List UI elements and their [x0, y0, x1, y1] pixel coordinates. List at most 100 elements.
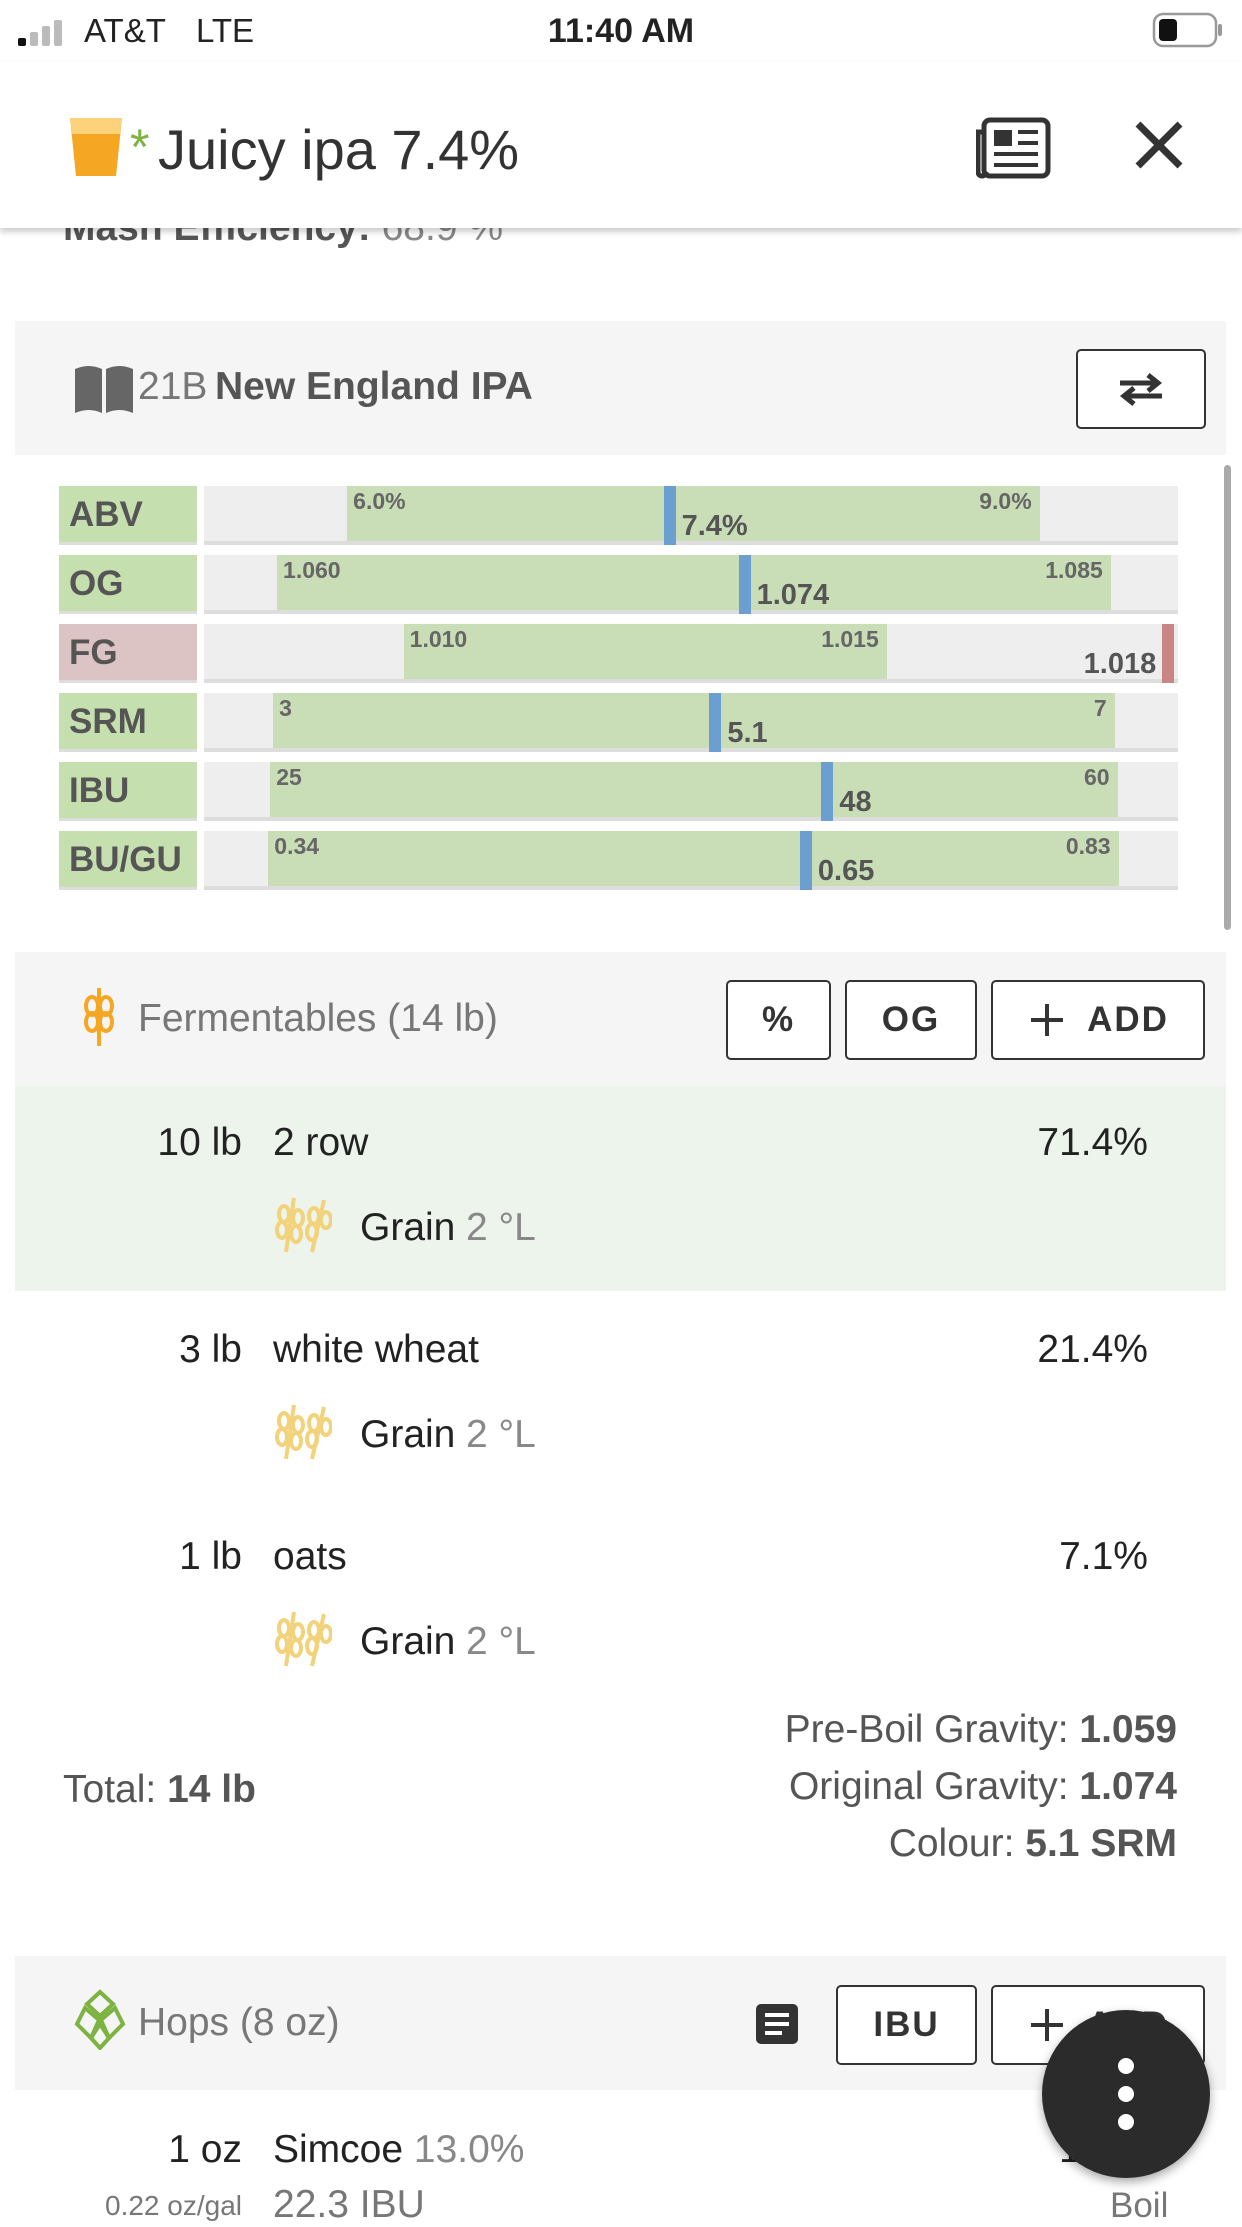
stat-min: 6.0%: [353, 488, 406, 514]
stat-name: FG: [69, 633, 118, 672]
network: LTE: [196, 12, 255, 49]
fermentables-button[interactable]: %: [726, 980, 831, 1060]
stat-marker: [1162, 624, 1175, 683]
hop-icon: [74, 1989, 126, 2050]
plus-icon: [1031, 2009, 1064, 2041]
amount: 1 lb: [179, 1535, 242, 1578]
stat-min: 3: [279, 695, 292, 721]
swap-style-button[interactable]: [1076, 349, 1206, 429]
summary-value: 5.1 SRM: [1025, 1822, 1177, 1865]
hop-notes-button[interactable]: [756, 2004, 798, 2044]
color: 2 °L: [466, 1620, 536, 1663]
stat-range: [268, 831, 1119, 886]
style-code: 21B: [138, 365, 208, 408]
percent: 7.1%: [1059, 1535, 1148, 1578]
stat-range: [347, 486, 1040, 541]
summary-value: 1.074: [1079, 1765, 1177, 1808]
stat-max: 1.085: [1045, 557, 1103, 583]
stat-name: BU/GU: [69, 840, 182, 879]
button-label: IBU: [873, 2005, 940, 2044]
stat-max: 0.83: [1065, 833, 1111, 859]
close-button[interactable]: [1134, 120, 1184, 170]
percent: 71.4%: [1037, 1121, 1148, 1164]
amount: 10 lb: [157, 1121, 242, 1164]
stat-min: 25: [276, 764, 302, 790]
fermentables-button[interactable]: ADD: [991, 980, 1205, 1060]
type: Grain: [360, 1620, 456, 1663]
button-label: OG: [881, 1000, 941, 1039]
style-header: 21B New England IPA: [15, 321, 1226, 455]
fermentables-title: Fermentables (14 lb): [138, 997, 498, 1040]
stat-marker: [738, 555, 751, 614]
stat-max: 1.015: [821, 626, 879, 652]
more-fab[interactable]: [1042, 2010, 1210, 2178]
wheat-icon: [272, 1194, 333, 1254]
color: 2 °L: [466, 1206, 536, 1249]
app-header: * Juicy ipa 7.4%: [0, 62, 1242, 228]
hop-alpha: 13.0%: [413, 2128, 525, 2171]
stat-min: 1.010: [409, 626, 468, 652]
hop-name: Simcoe: [273, 2128, 404, 2171]
summary-label: Colour:: [888, 1822, 1015, 1865]
battery-icon: [1152, 12, 1222, 48]
hop-rate: 0.22 oz/gal: [105, 2190, 242, 2221]
signal-icon: [18, 20, 62, 46]
name: 2 row: [273, 1121, 369, 1164]
total-label: Total:: [63, 1768, 157, 1811]
row-highlight: [15, 1086, 1226, 1291]
stat-label: [59, 762, 197, 821]
stat-range: [273, 693, 1115, 748]
stat-min: 1.060: [283, 557, 341, 583]
stat-value: 5.1: [727, 717, 768, 749]
stat-name: IBU: [69, 771, 130, 810]
name: oats: [273, 1535, 347, 1578]
percent: 21.4%: [1037, 1328, 1148, 1371]
grain-icon: [84, 988, 114, 1046]
modified-mark: *: [130, 119, 150, 175]
stat-range: [270, 762, 1118, 817]
hop-name-line: Simcoe 13.0%: [273, 2128, 524, 2172]
stat-name: SRM: [69, 702, 147, 741]
total-value: 14 lb: [167, 1768, 256, 1811]
hops-button[interactable]: IBU: [836, 1985, 977, 2065]
stat-label: [59, 693, 197, 752]
wheat-icon: [272, 1608, 333, 1668]
hop-ibu: 22.3 IBU: [273, 2183, 425, 2226]
summary-label: Pre-Boil Gravity:: [784, 1708, 1069, 1751]
stat-label: [59, 555, 197, 614]
hop-amount: 1 oz: [168, 2128, 242, 2171]
hops-title: Hops (8 oz): [138, 2001, 340, 2044]
wheat-icon: [272, 1401, 333, 1461]
color: 2 °L: [466, 1413, 536, 1456]
stat-name: OG: [69, 564, 124, 603]
stat-max: 60: [1084, 764, 1110, 790]
stat-min: 0.34: [274, 833, 320, 859]
hop-use: Boil: [1110, 2186, 1169, 2225]
stat-value: 1.018: [1083, 648, 1157, 680]
carrier: AT&T: [84, 12, 166, 49]
stat-value: 1.074: [756, 579, 830, 611]
more-icon: [1118, 2058, 1134, 2130]
book-icon: [75, 366, 133, 413]
recipe-title: Juicy ipa 7.4%: [158, 118, 520, 181]
amount: 3 lb: [179, 1328, 242, 1371]
summary-label: Original Gravity:: [788, 1765, 1069, 1808]
stat-range: [277, 555, 1111, 610]
time: 11:40 AM: [547, 12, 695, 50]
stat-name: ABV: [69, 495, 143, 534]
type: Grain: [360, 1413, 456, 1456]
scrollbar: [1224, 465, 1231, 930]
summary-value: 1.059: [1079, 1708, 1177, 1751]
summary-row: Original Gravity: 1.074: [577, 1765, 1177, 1809]
stat-marker: [821, 762, 834, 821]
button-label: ADD: [1087, 1000, 1169, 1039]
stat-marker: [663, 486, 676, 545]
stat-max: 9.0%: [979, 488, 1032, 514]
stat-label: [59, 624, 197, 683]
beer-icon: [70, 118, 122, 176]
stat-label: [59, 486, 197, 545]
notes-button[interactable]: [976, 116, 1052, 180]
fermentables-button[interactable]: OG: [845, 980, 977, 1060]
fermentables-total: Total: 14 lb: [63, 1768, 256, 1812]
summary-row: Pre-Boil Gravity: 1.059: [577, 1708, 1177, 1752]
